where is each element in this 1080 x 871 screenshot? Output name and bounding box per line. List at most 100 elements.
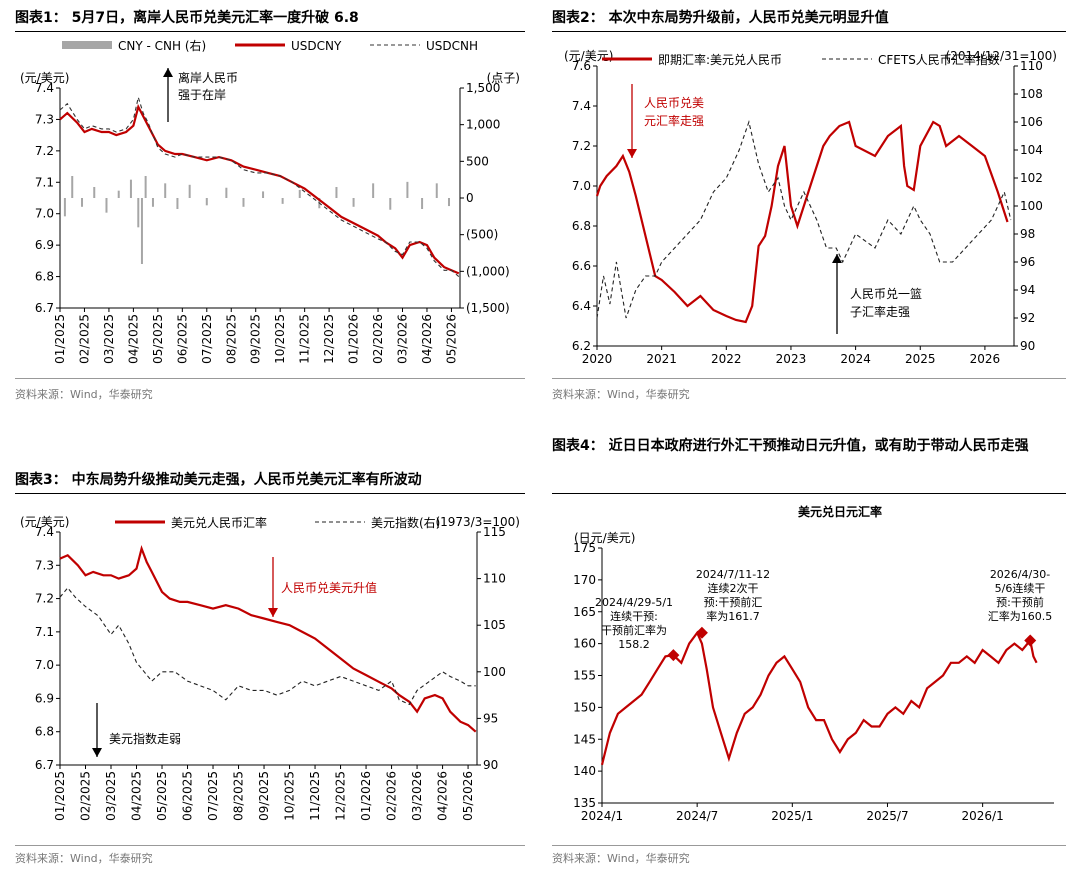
chart-1-ytick-left-label: 7.3 (35, 112, 54, 126)
chart-1-xtick-label: 07/2025 (200, 314, 214, 364)
chart-4-ytick-left-label: 155 (573, 669, 596, 683)
chart-2-xtick-label: 2022 (711, 352, 742, 366)
chart-3-source: 资料来源：Wind，华泰研究 (15, 852, 153, 865)
chart-1-legend-label: USDCNY (291, 39, 342, 53)
chart-3-ytick-right-label: 115 (483, 525, 506, 539)
chart-3-xtick-label: 05/2026 (461, 771, 475, 821)
chart-4-ytick-left-label: 165 (573, 605, 596, 619)
chart-2-annotation-1: 元汇率走强 (644, 113, 704, 128)
chart-1-xtick-label: 11/2025 (298, 314, 312, 364)
chart-4-intervention-marker (695, 626, 708, 639)
chart-3-title: 图表3： 中东局势升级推动美元走强，人民币兑美元汇率有所波动 (15, 472, 422, 488)
chart-1-bar (435, 183, 438, 198)
chart-4-ytick-left-label: 160 (573, 637, 596, 651)
chart-1-bar (117, 190, 120, 198)
chart-4-annotation-2: 连续2次干 (708, 581, 759, 595)
chart-3-xtick-label: 08/2025 (232, 771, 246, 821)
chart-1-bar (298, 189, 301, 198)
chart-2-series-line-2 (596, 120, 1012, 319)
chart-4-ytick-left-label: 175 (573, 541, 596, 555)
chart-4-annotation-3: 预:干预前 (996, 595, 1044, 609)
chart-1-ytick-left-label: 7.2 (35, 144, 54, 158)
chart-2-ytick-right-label: 96 (1020, 255, 1035, 269)
chart-2-ytick-left-label: 7.4 (572, 99, 591, 113)
chart-3-xtick-label: 01/2025 (53, 771, 67, 821)
chart-1-bar (129, 179, 132, 198)
chart-3-xtick-label: 04/2025 (130, 771, 144, 821)
chart-3-xtick-label: 11/2025 (308, 771, 322, 821)
chart-1-ytick-right-label: 0 (466, 191, 474, 205)
chart-2-source-rule (552, 378, 1066, 379)
chart-4-ytick-left-label: 170 (573, 573, 596, 587)
chart-2-source: 资料来源：Wind，华泰研究 (552, 388, 690, 401)
chart-1-bar (144, 176, 147, 198)
chart-4-source: 资料来源：Wind，华泰研究 (552, 852, 690, 865)
chart-1-series-line-2 (59, 95, 460, 278)
chart-1-ytick-right-label: (1,500) (466, 301, 510, 315)
chart-2-ytick-right-label: 98 (1020, 227, 1035, 241)
chart-3-ytick-right-label: 110 (483, 572, 506, 586)
chart-1-bar (205, 198, 208, 206)
chart-3-xtick-label: 05/2025 (155, 771, 169, 821)
chart-4-intervention-marker (1024, 634, 1037, 647)
chart-1-bar (93, 187, 96, 198)
chart-2-ytick-left-label: 7.0 (572, 179, 591, 193)
chart-2-ytick-right-label: 102 (1020, 171, 1043, 185)
chart-3-xtick-label: 09/2025 (257, 771, 271, 821)
chart-2-ytick-left-label: 7.6 (572, 59, 591, 73)
chart-2-annotation-1: 人民币兑美 (644, 96, 704, 110)
chart-3-xtick-label: 12/2025 (334, 771, 348, 821)
chart-3-annotation-2: 美元指数走弱 (109, 731, 181, 746)
chart-4-source-rule (552, 845, 1066, 846)
chart-1-xtick-label: 05/2025 (151, 314, 165, 364)
chart-1-xtick-label: 02/2025 (77, 314, 91, 364)
chart-1-bar (406, 181, 409, 198)
chart-3-ytick-right-label: 105 (483, 618, 506, 632)
chart-4-title: 图表4： 近日日本政府进行外汇干预推动日元升值，或有助于带动人民币走强 (552, 438, 1029, 454)
chart-2-ytick-right-label: 108 (1020, 87, 1043, 101)
chart-2-annotation-1-arrow-head (627, 149, 637, 158)
chart-2-ytick-left-label: 6.4 (572, 299, 591, 313)
chart-1-series-line-1 (59, 103, 460, 275)
chart-1-xtick-label: 04/2025 (126, 314, 140, 364)
chart-1-xtick-label: 01/2026 (347, 314, 361, 364)
chart-1-xtick-label: 12/2025 (322, 314, 336, 364)
chart-1-bar (389, 198, 392, 210)
chart-1-xtick-label: 08/2025 (224, 314, 238, 364)
chart-1-source-rule (15, 378, 525, 379)
chart-4-ytick-left-label: 140 (573, 764, 596, 778)
chart-1-bar (262, 191, 265, 198)
chart-4-ytick-left-label: 145 (573, 732, 596, 746)
chart-1-ytick-left-label: 6.7 (35, 301, 54, 315)
chart-2-xtick-label: 2025 (905, 352, 936, 366)
chart-3-annotation-1-arrow-head (268, 608, 278, 617)
chart-4-annotation-3: 汇率为160.5 (988, 609, 1053, 623)
chart-1-bar (140, 198, 143, 264)
chart-1-legend-swatch (62, 41, 112, 49)
chart-1-bar (164, 183, 167, 198)
chart-4-xtick-label: 2024/7 (676, 809, 718, 823)
chart-2-ytick-right-label: 94 (1020, 283, 1035, 297)
chart-1-xtick-label: 10/2025 (273, 314, 287, 364)
chart-4-xtick-label: 2025/1 (771, 809, 813, 823)
chart-4-xtick-label: 2026/1 (962, 809, 1004, 823)
chart-1-xtick-label: 03/2026 (396, 314, 410, 364)
chart-3-xtick-label: 02/2026 (385, 771, 399, 821)
chart-1-ytick-left-label: 7.1 (35, 175, 54, 189)
chart-1-bar (176, 198, 179, 209)
chart-4-title-rule (552, 493, 1066, 494)
chart-4-annotation-1: 干预前汇率为 (601, 623, 667, 637)
chart-1-bar (137, 198, 140, 228)
chart-1: (元/美元) (点子) 6.7 6.8 6.9 7.0 7.1 7.2 7.3 7.4 (1,500… (20, 38, 520, 364)
chart-3-source-rule (15, 845, 525, 846)
chart-4-annotation-2: 预:干预前汇 (704, 595, 763, 609)
chart-1-bar (372, 183, 375, 198)
chart-1-bar (105, 198, 108, 213)
chart-3-title-rule (15, 493, 525, 494)
chart-4-ylabel-left: (日元/美元) (574, 531, 635, 545)
chart-3-xtick-label: 07/2025 (206, 771, 220, 821)
chart-1-ytick-right-label: 500 (466, 154, 489, 168)
chart-3-xtick-label: 06/2025 (181, 771, 195, 821)
chart-panel-1: 图表1： 5月7日，离岸人民币兑美元汇率一度升破 6.8 (元/美元) (点子) 6… (15, 0, 525, 410)
chart-1-legend-label: USDCNH (426, 39, 478, 53)
